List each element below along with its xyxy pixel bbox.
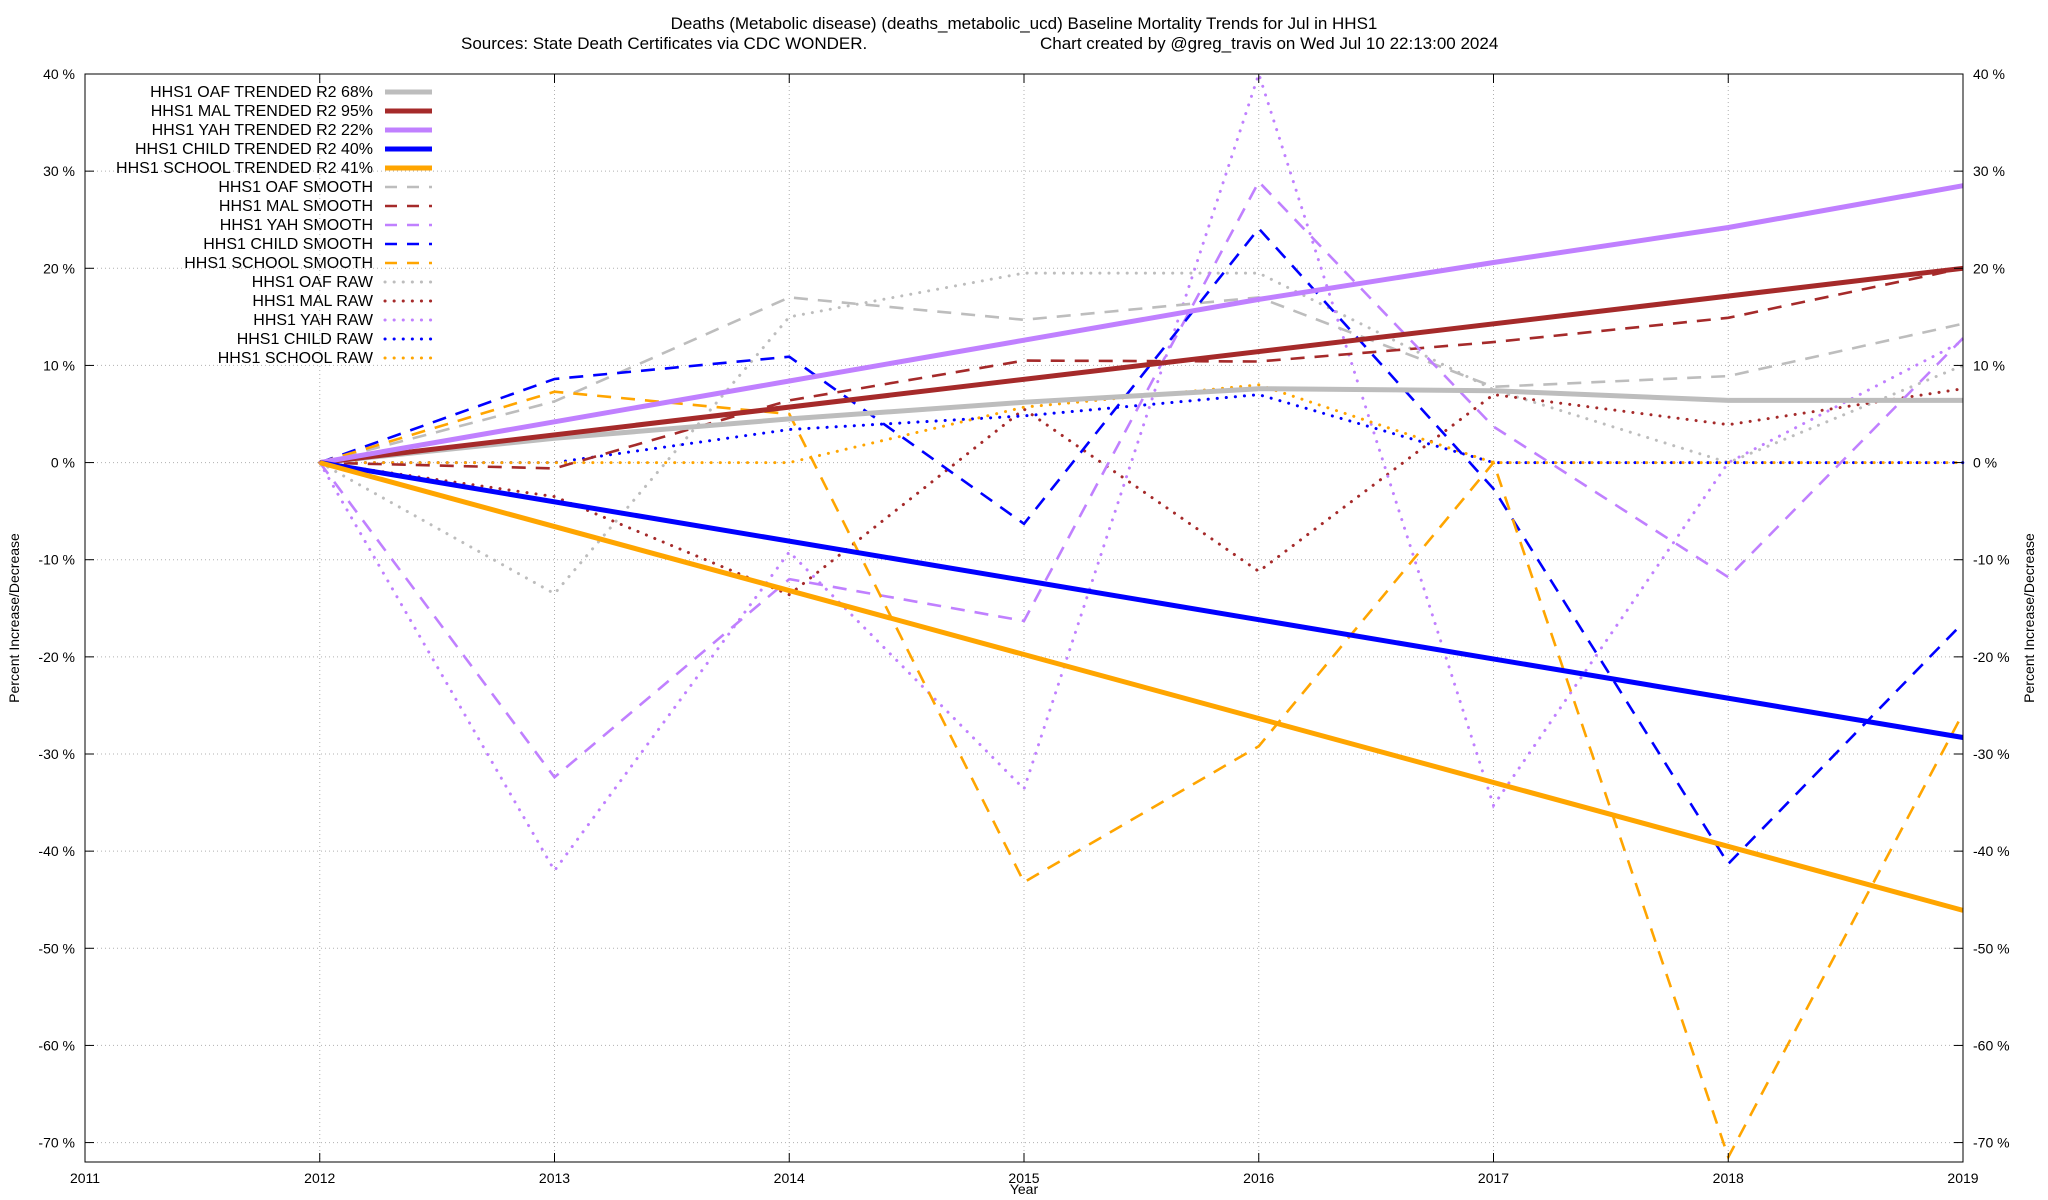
legend-label-14: HHS1 SCHOOL RAW bbox=[218, 350, 374, 367]
y-tick-label-right: 20 % bbox=[1973, 260, 2005, 276]
x-axis-label: Year bbox=[1010, 1181, 1039, 1197]
y-tick-label-left: -50 % bbox=[38, 940, 75, 956]
legend-label-13: HHS1 CHILD RAW bbox=[237, 331, 374, 348]
series-line-6 bbox=[319, 267, 1964, 470]
legend-label-7: HHS1 YAH SMOOTH bbox=[220, 217, 373, 234]
legend-label-12: HHS1 YAH RAW bbox=[253, 312, 374, 329]
y-tick-label-left: -10 % bbox=[38, 552, 75, 568]
y-tick-label-left: 20 % bbox=[43, 260, 75, 276]
x-tick-label: 2013 bbox=[539, 1170, 570, 1186]
legend: HHS1 OAF TRENDED R2 68% HHS1 MAL TRENDED … bbox=[116, 84, 434, 367]
chart-title-sources: Sources: State Death Certificates via CD… bbox=[461, 34, 867, 53]
series-line-12 bbox=[318, 69, 1965, 874]
series-layer bbox=[318, 69, 1965, 1161]
legend-label-2: HHS1 YAH TRENDED R2 22% bbox=[152, 122, 373, 139]
x-tick-label: 2014 bbox=[774, 1170, 805, 1186]
legend-label-3: HHS1 CHILD TRENDED R2 40% bbox=[135, 141, 373, 158]
y-tick-label-left: 30 % bbox=[43, 163, 75, 179]
x-tick-label: 2019 bbox=[1947, 1170, 1978, 1186]
y-tick-label-right: -10 % bbox=[1973, 552, 2010, 568]
series-line-3 bbox=[319, 460, 1964, 740]
y-tick-label-left: -60 % bbox=[38, 1037, 75, 1053]
y-tick-label-right: -30 % bbox=[1973, 746, 2010, 762]
y-tick-label-left: 10 % bbox=[43, 357, 75, 373]
series-line-2 bbox=[319, 183, 1964, 466]
series-line-9 bbox=[319, 390, 1965, 1161]
series-line-7 bbox=[318, 179, 1964, 780]
series-line-13 bbox=[318, 393, 1965, 465]
legend-label-1: HHS1 MAL TRENDED R2 95% bbox=[151, 103, 373, 120]
y-tick-label-right: -40 % bbox=[1973, 843, 2010, 859]
series-line-5 bbox=[319, 296, 1964, 464]
y-tick-label-left: 0 % bbox=[51, 455, 75, 471]
x-tick-label: 2016 bbox=[1243, 1170, 1274, 1186]
tick-layer: 40 % 40 % 30 % 30 % 20 % 20 % 10 % 10 % 0 % 0 % -1… bbox=[38, 66, 2009, 1186]
y-tick-label-right: 0 % bbox=[1973, 455, 1997, 471]
chart-title-line1: Deaths (Metabolic disease) (deaths_metab… bbox=[671, 14, 1378, 33]
legend-label-8: HHS1 CHILD SMOOTH bbox=[203, 236, 373, 253]
x-tick-label: 2017 bbox=[1478, 1170, 1509, 1186]
legend-label-5: HHS1 OAF SMOOTH bbox=[218, 179, 373, 196]
y-tick-label-left: -20 % bbox=[38, 649, 75, 665]
legend-label-11: HHS1 MAL RAW bbox=[252, 293, 374, 310]
y-tick-label-right: 40 % bbox=[1973, 66, 2005, 82]
series-line-1 bbox=[319, 265, 1964, 466]
y-axis-label-left: Percent Increase/Decrease bbox=[6, 533, 22, 703]
y-tick-label-right: -20 % bbox=[1973, 649, 2010, 665]
chart-title-credit: Chart created by @greg_travis on Wed Jul… bbox=[1040, 34, 1498, 53]
legend-label-4: HHS1 SCHOOL TRENDED R2 41% bbox=[116, 160, 373, 177]
y-tick-label-right: 10 % bbox=[1973, 357, 2005, 373]
legend-label-0: HHS1 OAF TRENDED R2 68% bbox=[150, 84, 373, 101]
x-tick-label: 2011 bbox=[70, 1170, 100, 1186]
legend-label-9: HHS1 SCHOOL SMOOTH bbox=[184, 255, 373, 272]
y-tick-label-left: -40 % bbox=[38, 843, 75, 859]
x-tick-label: 2012 bbox=[304, 1170, 335, 1186]
y-tick-label-right: 30 % bbox=[1973, 163, 2005, 179]
x-tick-label: 2015 bbox=[1008, 1170, 1039, 1186]
series-line-8 bbox=[319, 226, 1964, 866]
y-tick-label-left: -30 % bbox=[38, 746, 75, 762]
legend-label-10: HHS1 OAF RAW bbox=[252, 274, 374, 291]
y-tick-label-left: 40 % bbox=[43, 66, 75, 82]
legend-label-6: HHS1 MAL SMOOTH bbox=[219, 198, 373, 215]
y-tick-label-left: -70 % bbox=[38, 1135, 75, 1151]
y-axis-label-right: Percent Increase/Decrease bbox=[2021, 533, 2037, 703]
y-tick-label-right: -60 % bbox=[1973, 1037, 2010, 1053]
series-line-0 bbox=[319, 386, 1963, 466]
y-tick-label-right: -70 % bbox=[1973, 1135, 2010, 1151]
series-line-4 bbox=[319, 460, 1964, 913]
y-tick-label-right: -50 % bbox=[1973, 940, 2010, 956]
x-tick-label: 2018 bbox=[1713, 1170, 1744, 1186]
